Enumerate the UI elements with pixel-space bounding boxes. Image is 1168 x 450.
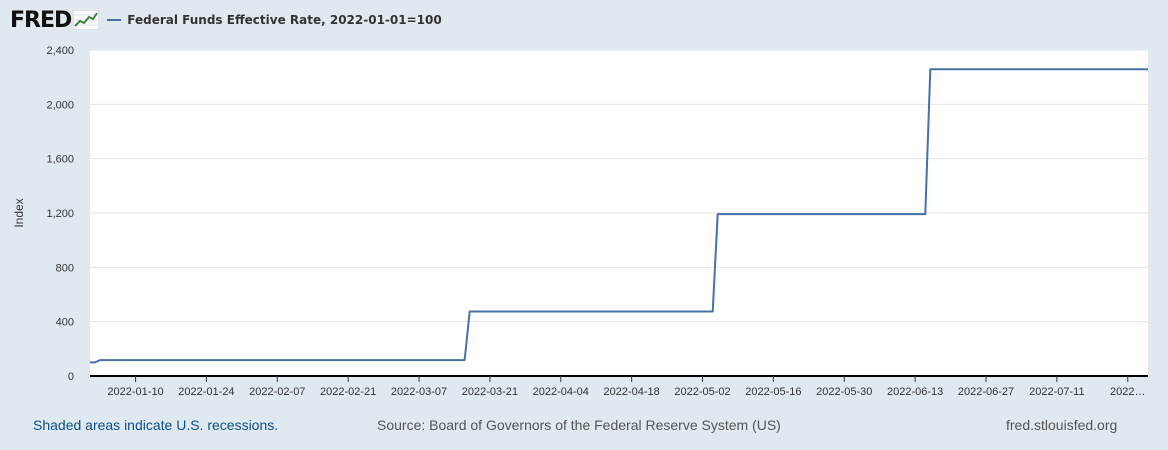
y-tick-label: 0 [68, 371, 74, 383]
chart-line-icon [73, 10, 100, 30]
fred-url-link[interactable]: fred.stlouisfed.org [1006, 417, 1118, 433]
y-tick-label: 2,000 [46, 99, 74, 111]
x-tick-label: 2022-03-21 [462, 386, 518, 398]
legend-label[interactable]: Federal Funds Effective Rate, 2022-01-01… [127, 13, 442, 27]
y-axis-label: Index [12, 198, 26, 227]
legend-swatch [107, 19, 122, 21]
chart-header: FRED Federal Funds Effective Rate, 2022-… [10, 6, 442, 34]
x-tick-label: 2022-05-02 [674, 386, 730, 398]
x-tick-label: 2022-04-18 [604, 386, 660, 398]
y-tick-label: 800 [56, 262, 74, 274]
x-tick-label: 2022-03-07 [391, 386, 447, 398]
fred-logo[interactable]: FRED [10, 7, 100, 33]
logo-text: FRED [10, 7, 72, 33]
x-axis: 2022-01-10 2022-01-24 2022-02-07 2022-02-21… [90, 375, 1148, 398]
x-tick-label: 2022-07-11 [1029, 386, 1084, 398]
x-tick-label: 2022… [1110, 386, 1145, 398]
x-tick-label: 2022-05-30 [816, 386, 872, 398]
y-tick-label: 1,200 [46, 208, 74, 220]
x-tick-label: 2022-04-04 [533, 386, 589, 398]
y-tick-label: 1,600 [46, 154, 74, 166]
y-tick-label: 2,400 [46, 45, 74, 57]
x-tick-label: 2022-01-24 [178, 386, 234, 398]
x-tick-label: 2022-06-13 [887, 386, 943, 398]
x-tick-label: 2022-02-21 [320, 386, 376, 398]
legend: Federal Funds Effective Rate, 2022-01-01… [107, 13, 442, 27]
recession-note-link[interactable]: Shaded areas indicate U.S. recessions. [33, 417, 279, 433]
series-group [90, 68, 1148, 364]
series-line [90, 68, 1148, 364]
y-axis: 0 400 800 1,200 1,600 2,000 2,400 [46, 45, 74, 383]
source-text: Source: Board of Governors of the Federa… [377, 417, 781, 433]
x-tick-label: 2022-06-27 [958, 386, 1014, 398]
x-tick-label: 2022-02-07 [249, 386, 305, 398]
y-tick-label: 400 [56, 317, 74, 329]
x-tick-label: 2022-05-16 [745, 386, 801, 398]
x-tick-label: 2022-01-10 [107, 386, 163, 398]
grid-lines [90, 49, 1148, 323]
